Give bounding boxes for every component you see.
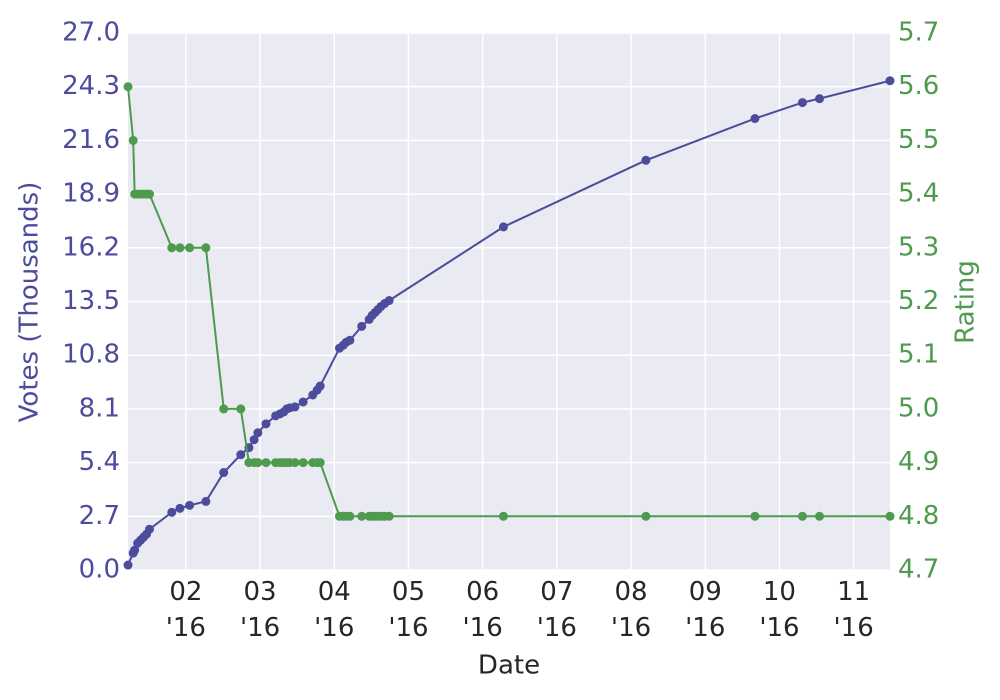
y-tick-label: 21.6 <box>62 125 120 155</box>
y2-tick-label: 5.0 <box>898 393 939 423</box>
y-tick-label: 8.1 <box>79 393 120 423</box>
x-tick-label: 04 '16 <box>314 577 355 643</box>
data-point <box>498 222 508 232</box>
data-point <box>885 76 895 86</box>
x-tick-label: 02 '16 <box>165 577 206 643</box>
data-point <box>201 496 211 506</box>
data-point <box>253 458 263 468</box>
y2-tick-label: 4.7 <box>898 555 939 585</box>
y2-tick-label: 5.7 <box>898 18 939 48</box>
data-point <box>145 189 155 199</box>
data-point <box>357 321 367 331</box>
y-tick-label: 13.5 <box>62 286 120 316</box>
x-tick-label: 06 '16 <box>462 577 503 643</box>
data-point <box>219 468 229 478</box>
data-point <box>201 243 211 253</box>
data-point <box>261 419 271 429</box>
data-point <box>249 435 259 445</box>
data-point <box>290 402 300 412</box>
data-point <box>815 94 825 104</box>
y2-tick-label: 5.6 <box>898 71 939 101</box>
data-point <box>384 296 394 306</box>
x-tick-label: 10 '16 <box>759 577 800 643</box>
data-point <box>219 404 229 414</box>
data-point <box>128 135 138 145</box>
y2-tick-label: 5.4 <box>898 179 939 209</box>
data-point <box>167 507 177 517</box>
data-point <box>815 511 825 521</box>
x-tick-label: 05 '16 <box>388 577 429 643</box>
x-tick-label: 08 '16 <box>610 577 652 643</box>
x-tick-label: 03 '16 <box>239 577 281 643</box>
data-point <box>885 511 895 521</box>
data-point <box>253 428 263 438</box>
data-point <box>123 560 133 570</box>
data-point <box>167 243 177 253</box>
y-tick-label: 27.0 <box>62 18 120 48</box>
data-point <box>175 503 185 513</box>
data-point <box>498 511 508 521</box>
y2-tick-label: 5.1 <box>898 340 939 370</box>
y2-tick-label: 5.2 <box>898 286 939 316</box>
data-point <box>315 381 325 391</box>
data-point <box>185 500 195 510</box>
y-tick-label: 0.0 <box>79 555 120 585</box>
y-tick-label: 16.2 <box>62 232 120 262</box>
data-point <box>750 114 760 124</box>
y2-axis-label: Rating <box>951 260 981 344</box>
data-point <box>797 98 807 108</box>
data-point <box>130 545 140 555</box>
y-tick-label: 10.8 <box>62 340 120 370</box>
y-tick-label: 18.9 <box>62 179 120 209</box>
data-point <box>797 511 807 521</box>
y2-tick-label: 5.3 <box>898 232 939 262</box>
data-point <box>298 397 308 407</box>
data-point <box>641 511 651 521</box>
y2-tick-label: 4.9 <box>898 447 939 477</box>
x-tick-label: 07 '16 <box>536 577 577 643</box>
data-point <box>345 335 355 345</box>
y2-tick-label: 4.8 <box>898 501 939 531</box>
data-point <box>236 404 246 414</box>
data-point <box>750 511 760 521</box>
data-point <box>384 511 394 521</box>
data-point <box>315 458 325 468</box>
data-point <box>145 524 155 534</box>
data-point <box>298 458 308 468</box>
x-axis-label: Date <box>478 651 540 681</box>
data-point <box>357 511 367 521</box>
y-tick-label: 24.3 <box>62 71 120 101</box>
data-point <box>175 243 185 253</box>
data-point <box>236 450 246 460</box>
y-tick-label: 5.4 <box>79 447 120 477</box>
x-tick-label: 09 '16 <box>685 577 726 643</box>
data-point <box>641 155 651 165</box>
y-axis-label: Votes (Thousands) <box>15 182 45 423</box>
data-point <box>185 243 195 253</box>
y2-tick-label: 5.5 <box>898 125 939 155</box>
data-point <box>261 458 271 468</box>
x-tick-label: 11 '16 <box>833 577 874 643</box>
data-point <box>123 82 133 92</box>
data-point <box>345 511 355 521</box>
data-point <box>290 458 300 468</box>
y-tick-label: 2.7 <box>79 501 120 531</box>
